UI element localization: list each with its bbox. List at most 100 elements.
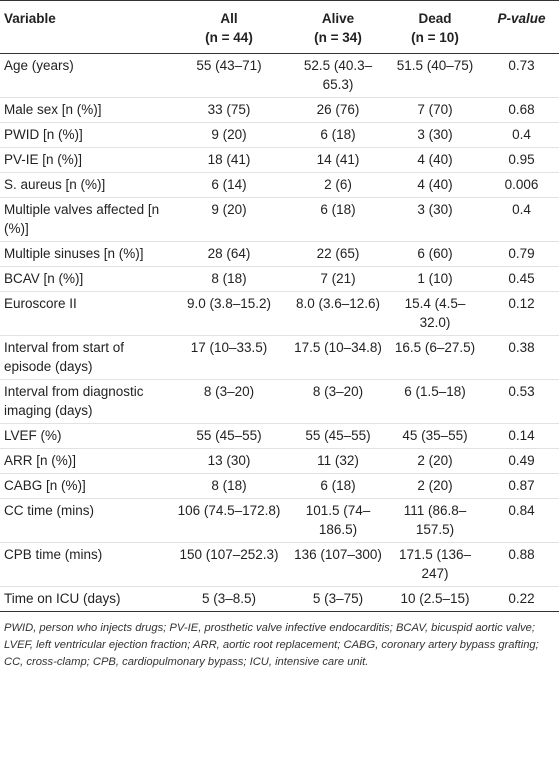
value-cell: 171.5 (136–247) [386, 542, 484, 587]
value-cell: 7 (70) [386, 97, 484, 123]
variable-cell: S. aureus [n (%)] [0, 172, 168, 198]
value-cell: 11 (32) [290, 448, 386, 474]
table-row: Interval from diagnostic imaging (days) 8… [0, 379, 559, 424]
header-cell: Alive (n = 34) [290, 0, 386, 54]
header-label: All [220, 11, 238, 26]
table-row: CC time (mins) 106 (74.5–172.8) 101.5 (74–… [0, 498, 559, 543]
value-cell: 8 (3–20) [290, 379, 386, 424]
variable-cell: Multiple sinuses [n (%)] [0, 241, 168, 267]
value-cell: 6 (18) [290, 197, 386, 242]
value-cell: 0.38 [484, 335, 559, 380]
header-n: (n = 34) [314, 30, 362, 45]
value-cell: 2 (6) [290, 172, 386, 198]
value-cell: 0.73 [484, 53, 559, 98]
table-row: Interval from start of episode (days) 17 … [0, 335, 559, 380]
table-row: Euroscore II 9.0 (3.8–15.2) 8.0 (3.6–12.6)… [0, 291, 559, 336]
value-cell: 1 (10) [386, 266, 484, 292]
value-cell: 13 (30) [168, 448, 290, 474]
value-cell: 33 (75) [168, 97, 290, 123]
table-row: CABG [n (%)] 8 (18) 6 (18) 2 (20) 0.87 [0, 473, 559, 499]
variable-cell: CPB time (mins) [0, 542, 168, 587]
value-cell: 55 (45–55) [290, 423, 386, 449]
value-cell: 5 (3–75) [290, 586, 386, 612]
footnote: PWID, person who injects drugs; PV-IE, p… [4, 622, 539, 668]
value-cell: 4 (40) [386, 147, 484, 173]
header-label: Dead [418, 11, 452, 26]
variable-cell: CABG [n (%)] [0, 473, 168, 499]
table-row: Age (years) 55 (43–71) 52.5 (40.3–65.3) 51.… [0, 53, 559, 98]
header-label: Alive [321, 11, 355, 26]
value-cell: 0.49 [484, 448, 559, 474]
header-cell: Dead (n = 10) [386, 0, 484, 54]
header-cell: All (n = 44) [168, 0, 290, 54]
value-cell: 28 (64) [168, 241, 290, 267]
variable-cell: Interval from start of episode (days) [0, 335, 168, 380]
variable-cell: ARR [n (%)] [0, 448, 168, 474]
table-container: Variable All (n = 44) Alive (n = 34) Dead (n =… [0, 0, 559, 668]
value-cell: 10 (2.5–15) [386, 586, 484, 612]
value-cell: 0.95 [484, 147, 559, 173]
value-cell: 2 (20) [386, 448, 484, 474]
value-cell: 14 (41) [290, 147, 386, 173]
value-cell: 9.0 (3.8–15.2) [168, 291, 290, 336]
value-cell: 0.4 [484, 197, 559, 242]
value-cell: 150 (107–252.3) [168, 542, 290, 587]
header-row: Variable All (n = 44) Alive (n = 34) Dead (n =… [0, 0, 559, 54]
value-cell: 52.5 (40.3–65.3) [290, 53, 386, 98]
header-cell: P-value [484, 0, 559, 54]
value-cell: 8 (18) [168, 473, 290, 499]
header-label: P-value [497, 11, 546, 26]
value-cell: 0.22 [484, 586, 559, 612]
variable-cell: Male sex [n (%)] [0, 97, 168, 123]
variable-cell: Interval from diagnostic imaging (days) [0, 379, 168, 424]
value-cell: 3 (30) [386, 197, 484, 242]
value-cell: 9 (20) [168, 197, 290, 242]
value-cell: 8.0 (3.6–12.6) [290, 291, 386, 336]
value-cell: 7 (21) [290, 266, 386, 292]
value-cell: 0.79 [484, 241, 559, 267]
variable-cell: PV-IE [n (%)] [0, 147, 168, 173]
value-cell: 6 (18) [290, 122, 386, 148]
value-cell: 0.84 [484, 498, 559, 543]
value-cell: 0.12 [484, 291, 559, 336]
value-cell: 26 (76) [290, 97, 386, 123]
header-label: Variable [4, 11, 56, 26]
variable-cell: BCAV [n (%)] [0, 266, 168, 292]
variable-cell: Multiple valves affected [n (%)] [0, 197, 168, 242]
value-cell: 101.5 (74–186.5) [290, 498, 386, 543]
value-cell: 2 (20) [386, 473, 484, 499]
value-cell: 55 (43–71) [168, 53, 290, 98]
table-row: CPB time (mins) 150 (107–252.3) 136 (107–3… [0, 542, 559, 587]
value-cell: 6 (14) [168, 172, 290, 198]
value-cell: 6 (60) [386, 241, 484, 267]
header-n: (n = 44) [205, 30, 253, 45]
table-row: Male sex [n (%)] 33 (75) 26 (76) 7 (70) 0.68 [0, 97, 559, 123]
value-cell: 0.87 [484, 473, 559, 499]
value-cell: 0.4 [484, 122, 559, 148]
value-cell: 22 (65) [290, 241, 386, 267]
table-row: BCAV [n (%)] 8 (18) 7 (21) 1 (10) 0.45 [0, 266, 559, 292]
table-row: Time on ICU (days) 5 (3–8.5) 5 (3–75) 10 (2… [0, 586, 559, 612]
value-cell: 17.5 (10–34.8) [290, 335, 386, 380]
value-cell: 0.88 [484, 542, 559, 587]
table-row: PWID [n (%)] 9 (20) 6 (18) 3 (30) 0.4 [0, 122, 559, 148]
variable-cell: CC time (mins) [0, 498, 168, 543]
value-cell: 51.5 (40–75) [386, 53, 484, 98]
variable-cell: Euroscore II [0, 291, 168, 336]
header-cell: Variable [0, 0, 168, 54]
table-row: S. aureus [n (%)] 6 (14) 2 (6) 4 (40) 0.006 [0, 172, 559, 198]
variable-cell: PWID [n (%)] [0, 122, 168, 148]
value-cell: 5 (3–8.5) [168, 586, 290, 612]
table-row: Multiple sinuses [n (%)] 28 (64) 22 (65) 6 … [0, 241, 559, 267]
value-cell: 111 (86.8–157.5) [386, 498, 484, 543]
value-cell: 18 (41) [168, 147, 290, 173]
data-table: Variable All (n = 44) Alive (n = 34) Dead (n =… [0, 0, 559, 612]
table-row: ARR [n (%)] 13 (30) 11 (32) 2 (20) 0.49 [0, 448, 559, 474]
value-cell: 0.53 [484, 379, 559, 424]
table-row: LVEF (%) 55 (45–55) 55 (45–55) 45 (35–55) 0.… [0, 423, 559, 449]
variable-cell: LVEF (%) [0, 423, 168, 449]
header-n: (n = 10) [411, 30, 459, 45]
variable-cell: Time on ICU (days) [0, 586, 168, 612]
value-cell: 0.45 [484, 266, 559, 292]
